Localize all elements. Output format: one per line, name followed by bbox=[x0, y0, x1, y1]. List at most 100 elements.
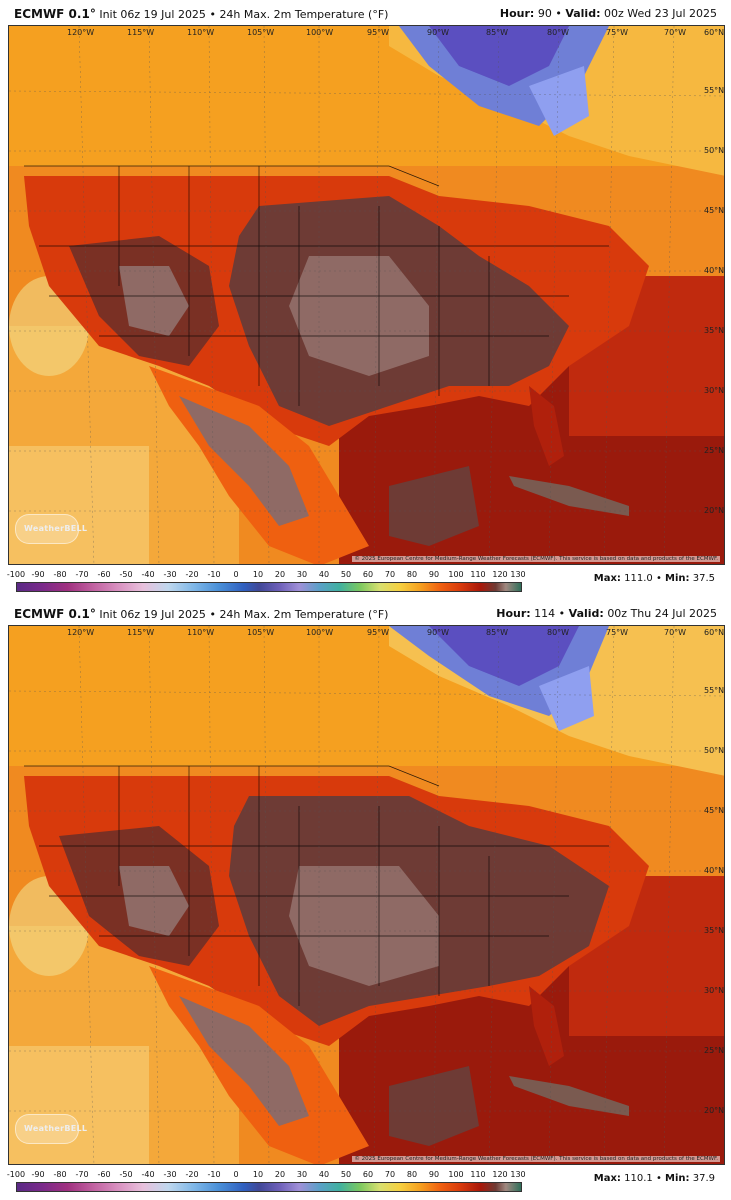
colorbar-tick: 20 bbox=[274, 570, 286, 579]
colorbar-tick: 30 bbox=[296, 570, 308, 579]
colorbar-strip bbox=[16, 1182, 522, 1192]
colorbar-tick: 80 bbox=[406, 570, 418, 579]
colorbar-tick: 30 bbox=[296, 1170, 308, 1179]
weatherbell-logo: WeatherBELL bbox=[15, 514, 87, 544]
lon-label: 115°W bbox=[127, 628, 155, 637]
temperature-map: 120°W 115°W 110°W 105°W 100°W 95°W 90°W … bbox=[8, 25, 725, 565]
lon-label: 95°W bbox=[367, 28, 390, 37]
colorbar-tick: 120 bbox=[492, 570, 508, 579]
lon-label: 115°W bbox=[127, 28, 155, 37]
lon-label: 110°W bbox=[187, 628, 215, 637]
lat-label: 45°N bbox=[704, 206, 725, 215]
lon-label: 90°W bbox=[427, 28, 450, 37]
colorbar-tick: -70 bbox=[75, 1170, 89, 1179]
lat-label: 40°N bbox=[704, 866, 725, 875]
lon-label: 80°W bbox=[547, 28, 570, 37]
colorbar-tick: -80 bbox=[53, 1170, 67, 1179]
colorbar-tick: 110 bbox=[470, 570, 486, 579]
lat-label: 60°N bbox=[704, 628, 725, 637]
colorbar-tick: -100 bbox=[6, 1170, 26, 1179]
colorbar-tick: -50 bbox=[119, 570, 133, 579]
colorbar-tick: -30 bbox=[163, 1170, 177, 1179]
model-name: ECMWF 0.1 bbox=[14, 7, 90, 21]
lon-label: 75°W bbox=[606, 628, 629, 637]
lat-label: 40°N bbox=[704, 266, 725, 275]
colorbar-tick: 130 bbox=[510, 1170, 526, 1179]
lon-label: 120°W bbox=[67, 628, 95, 637]
colorbar-tick: 10 bbox=[252, 1170, 264, 1179]
colorbar-tick: 50 bbox=[340, 1170, 352, 1179]
lon-label: 100°W bbox=[306, 628, 334, 637]
lat-label: 25°N bbox=[704, 1046, 725, 1055]
max-value: 111.0 bbox=[624, 573, 653, 584]
colorbar-tick: 0 bbox=[233, 1170, 239, 1179]
lon-label: 85°W bbox=[486, 628, 509, 637]
min-value: 37.5 bbox=[692, 573, 715, 584]
colorbar-ticks: -100 -90 -80 -70 -60 -50 -40 -30 -20 -10… bbox=[7, 570, 526, 582]
colorbar-tick: 110 bbox=[470, 1170, 486, 1179]
colorbar-tick: -70 bbox=[75, 570, 89, 579]
max-min-readout: Max: 111.0 • Min: 37.5 bbox=[593, 573, 715, 584]
init-time: Init 06z 19 Jul 2025 bbox=[99, 608, 206, 621]
lon-label: 70°W bbox=[664, 628, 687, 637]
map-graphic bbox=[9, 626, 724, 1164]
max-value: 110.1 bbox=[624, 1173, 653, 1184]
colorbar-tick: -10 bbox=[207, 570, 221, 579]
colorbar: -100 -90 -80 -70 -60 -50 -40 -30 -20 -10… bbox=[7, 1170, 526, 1200]
lon-label: 105°W bbox=[247, 628, 275, 637]
colorbar-tick: -10 bbox=[207, 1170, 221, 1179]
colorbar-tick: 70 bbox=[384, 1170, 396, 1179]
lon-label: 85°W bbox=[486, 28, 509, 37]
colorbar-tick: -20 bbox=[185, 570, 199, 579]
lat-label: 25°N bbox=[704, 446, 725, 455]
colorbar-strip bbox=[16, 582, 522, 592]
colorbar-tick: -30 bbox=[163, 570, 177, 579]
lat-label: 35°N bbox=[704, 926, 725, 935]
colorbar-tick: 60 bbox=[362, 570, 374, 579]
lat-label: 55°N bbox=[704, 686, 725, 695]
lat-label: 45°N bbox=[704, 806, 725, 815]
colorbar-tick: -40 bbox=[141, 1170, 155, 1179]
valid-time: Hour: 90 • Valid: 00z Wed 23 Jul 2025 bbox=[499, 7, 717, 20]
forecast-panel-hour-90: ECMWF 0.1° Init 06z 19 Jul 2025 • 24h Ma… bbox=[7, 7, 725, 600]
colorbar-tick: 80 bbox=[406, 1170, 418, 1179]
copyright-notice: © 2025 European Centre for Medium-Range … bbox=[352, 556, 720, 562]
lat-label: 60°N bbox=[704, 28, 725, 37]
colorbar-tick: 120 bbox=[492, 1170, 508, 1179]
colorbar-tick: 130 bbox=[510, 570, 526, 579]
valid-time: Hour: 114 • Valid: 00z Thu 24 Jul 2025 bbox=[496, 607, 717, 620]
map-graphic bbox=[9, 26, 724, 564]
field-name: 24h Max. 2m Temperature (°F) bbox=[219, 608, 389, 621]
lon-label: 120°W bbox=[67, 28, 95, 37]
colorbar-tick: -80 bbox=[53, 570, 67, 579]
colorbar-tick: 100 bbox=[448, 570, 464, 579]
colorbar-tick: 10 bbox=[252, 570, 264, 579]
weatherbell-logo: WeatherBELL bbox=[15, 1114, 87, 1144]
colorbar-tick: -60 bbox=[97, 1170, 111, 1179]
lon-label: 75°W bbox=[606, 28, 629, 37]
colorbar-tick: -90 bbox=[31, 570, 45, 579]
lat-label: 20°N bbox=[704, 506, 725, 515]
colorbar-tick: 20 bbox=[274, 1170, 286, 1179]
lon-label: 80°W bbox=[547, 628, 570, 637]
colorbar: -100 -90 -80 -70 -60 -50 -40 -30 -20 -10… bbox=[7, 570, 526, 600]
colorbar-ticks: -100 -90 -80 -70 -60 -50 -40 -30 -20 -10… bbox=[7, 1170, 526, 1182]
copyright-notice: © 2025 European Centre for Medium-Range … bbox=[352, 1156, 720, 1162]
panel-header: ECMWF 0.1° Init 06z 19 Jul 2025 • 24h Ma… bbox=[0, 600, 731, 625]
colorbar-tick: 60 bbox=[362, 1170, 374, 1179]
panel-title: ECMWF 0.1° Init 06z 19 Jul 2025 • 24h Ma… bbox=[14, 607, 389, 621]
min-value: 37.9 bbox=[692, 1173, 715, 1184]
colorbar-tick: -50 bbox=[119, 1170, 133, 1179]
init-time: Init 06z 19 Jul 2025 bbox=[99, 8, 206, 21]
lon-label: 105°W bbox=[247, 28, 275, 37]
colorbar-tick: -100 bbox=[6, 570, 26, 579]
lon-label: 95°W bbox=[367, 628, 390, 637]
lat-label: 55°N bbox=[704, 86, 725, 95]
lon-label: 70°W bbox=[664, 28, 687, 37]
colorbar-tick: -40 bbox=[141, 570, 155, 579]
lat-label: 50°N bbox=[704, 746, 725, 755]
colorbar-tick: -20 bbox=[185, 1170, 199, 1179]
lat-label: 20°N bbox=[704, 1106, 725, 1115]
colorbar-tick: 40 bbox=[318, 570, 330, 579]
colorbar-tick: 90 bbox=[428, 570, 440, 579]
